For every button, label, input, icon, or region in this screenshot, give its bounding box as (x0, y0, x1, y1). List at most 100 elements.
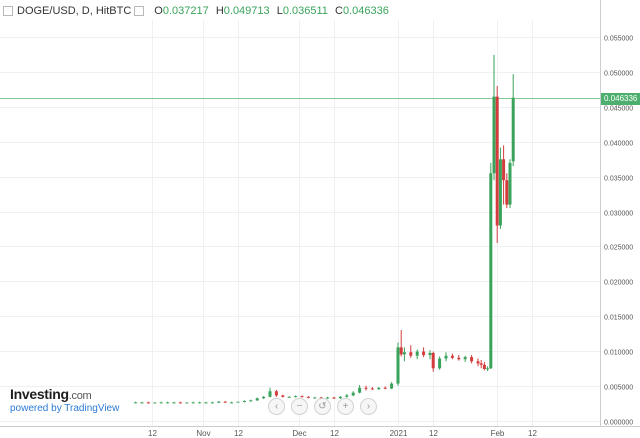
candle-body (479, 363, 483, 365)
candle (492, 54, 496, 181)
candle (140, 401, 144, 404)
candle-body (422, 351, 426, 356)
candle (470, 355, 474, 364)
brand-watermark: Investing.com powered by TradingView (10, 386, 119, 414)
candle (313, 396, 317, 399)
candle-body (508, 162, 512, 205)
candle-body (498, 159, 502, 226)
candle (300, 395, 304, 398)
candle-body (463, 357, 467, 360)
brand-name: Investing (10, 386, 69, 402)
zoom-in-button[interactable]: + (337, 398, 354, 415)
y-tick-label: 0.035000 (604, 176, 633, 183)
candle-body (166, 402, 170, 404)
candle (217, 401, 221, 404)
candle (255, 397, 259, 402)
candle (495, 86, 499, 243)
candle (450, 353, 454, 360)
chart-legend: DOGE/USD, D, HitBTC O0.037217 H0.049713 … (0, 0, 393, 22)
candle-body (204, 402, 208, 404)
candle-body (300, 396, 304, 398)
candle (431, 351, 435, 372)
candle (396, 342, 400, 386)
candle (249, 399, 253, 402)
candle-body (262, 396, 266, 399)
candle-body (390, 383, 394, 389)
y-tick-label: 0.005000 (604, 385, 633, 392)
candle-body (438, 358, 442, 369)
legend-collapse-icon[interactable] (3, 6, 13, 16)
candle-body (402, 352, 406, 355)
candle-body (505, 180, 509, 205)
scroll-right-button[interactable]: › (360, 398, 377, 415)
powered-by-link[interactable]: powered by TradingView (10, 403, 120, 414)
symbol-label[interactable]: DOGE/USD, D, HitBTC (17, 5, 132, 17)
candle (191, 401, 195, 404)
settings-icon[interactable] (134, 6, 145, 16)
x-tick-label: 12 (330, 429, 339, 438)
candle (358, 384, 362, 394)
candle (390, 382, 394, 390)
candle-body (431, 352, 435, 369)
candle-body (470, 357, 474, 362)
low-value: 0.036511 (282, 5, 328, 17)
candle-body (146, 402, 150, 404)
candle (463, 355, 467, 363)
candle (153, 402, 157, 404)
candle-body (399, 347, 403, 355)
candle-body (306, 396, 310, 398)
candle (306, 396, 310, 399)
brand-suffix: .com (68, 390, 92, 402)
candle-body (230, 402, 234, 404)
candle (364, 385, 368, 391)
candle-body (326, 397, 330, 399)
candle (204, 401, 208, 404)
zoom-out-button[interactable]: − (291, 398, 308, 415)
candle-body (338, 396, 342, 399)
candle-body (153, 402, 157, 404)
candle (166, 401, 170, 404)
candle-body (492, 96, 496, 174)
candle-body (294, 396, 298, 398)
open-value: 0.037217 (162, 5, 209, 17)
candle-body (217, 401, 221, 403)
candle (444, 352, 448, 362)
candle (377, 387, 381, 390)
y-tick-label: 0.030000 (604, 211, 633, 218)
candle-body (409, 352, 413, 356)
candle-body (396, 347, 400, 384)
candle (230, 401, 234, 404)
candle-body (210, 402, 214, 404)
x-tick-label: 12 (234, 429, 243, 438)
candle-body (364, 387, 368, 389)
candle-body (511, 97, 515, 162)
candle (268, 387, 272, 398)
candle (287, 396, 291, 398)
candle-body (383, 387, 387, 389)
candle-body (223, 401, 227, 403)
candle (438, 356, 442, 370)
candle-body (358, 387, 362, 393)
candle (351, 391, 355, 397)
candle (223, 401, 227, 403)
reset-zoom-button[interactable]: ↺ (314, 398, 331, 415)
candle (159, 401, 163, 404)
candle-body (457, 357, 461, 360)
candle (399, 329, 403, 357)
x-tick-label: 2021 (390, 429, 408, 438)
candle (498, 147, 502, 229)
candle (502, 145, 506, 205)
candle (511, 74, 515, 167)
candle (489, 162, 493, 369)
scroll-left-button[interactable]: ‹ (268, 398, 285, 415)
candle-body (185, 402, 189, 404)
candle-body (415, 351, 419, 356)
chart-navigation: ‹ − ↺ + › (268, 398, 377, 415)
candle (415, 349, 419, 360)
high-value: 0.049713 (223, 5, 270, 17)
close-key: C (334, 5, 343, 17)
candle (482, 362, 486, 371)
candle (428, 350, 432, 360)
brand-logo[interactable]: Investing.com (10, 386, 119, 402)
